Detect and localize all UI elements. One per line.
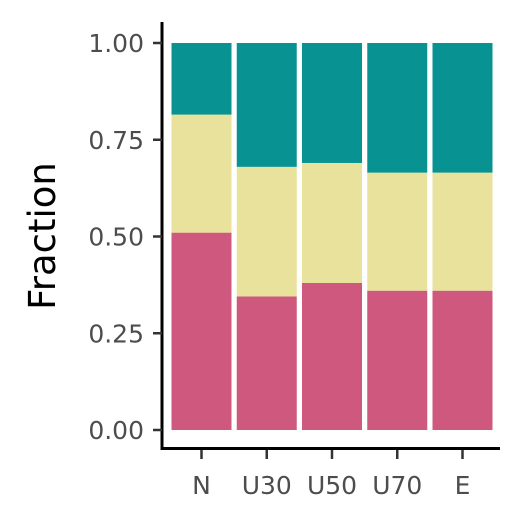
bar-segment-n-2 xyxy=(171,114,232,233)
bars-layer xyxy=(171,43,493,430)
x-tick-label: U70 xyxy=(372,471,422,500)
x-tick-label: N xyxy=(192,471,211,500)
y-axis-title: Fraction xyxy=(21,162,64,310)
bar-segment-n-3 xyxy=(171,43,232,115)
bar-segment-u30-3 xyxy=(236,43,297,167)
bar-segment-u50-1 xyxy=(302,282,362,430)
bar-segment-u50-2 xyxy=(302,162,362,283)
bar-segment-n-1 xyxy=(171,232,232,430)
x-ticks: N U30 U50 U70 E xyxy=(192,450,470,500)
y-tick-label: 1.00 xyxy=(88,29,144,58)
bar-segment-e-1 xyxy=(432,290,493,430)
x-tick-label: E xyxy=(455,471,471,500)
bar-segment-u50-3 xyxy=(302,43,362,163)
bar-segment-e-3 xyxy=(432,43,493,173)
bar-segment-u70-3 xyxy=(367,43,428,173)
y-tick-label: 0.25 xyxy=(88,319,144,348)
bar-segment-u70-2 xyxy=(367,172,428,291)
bar-segment-u70-1 xyxy=(367,290,428,430)
x-tick-label: U30 xyxy=(242,471,292,500)
y-tick-label: 0.75 xyxy=(88,126,144,155)
bar-segment-u30-2 xyxy=(236,166,297,297)
bar-segment-u30-1 xyxy=(236,296,297,430)
bar-segment-e-2 xyxy=(432,172,493,291)
y-ticks: 0.00 0.25 0.50 0.75 1.00 xyxy=(88,29,162,445)
y-tick-label: 0.50 xyxy=(88,223,144,252)
x-tick-label: U50 xyxy=(307,471,357,500)
y-tick-label: 0.00 xyxy=(88,416,144,445)
